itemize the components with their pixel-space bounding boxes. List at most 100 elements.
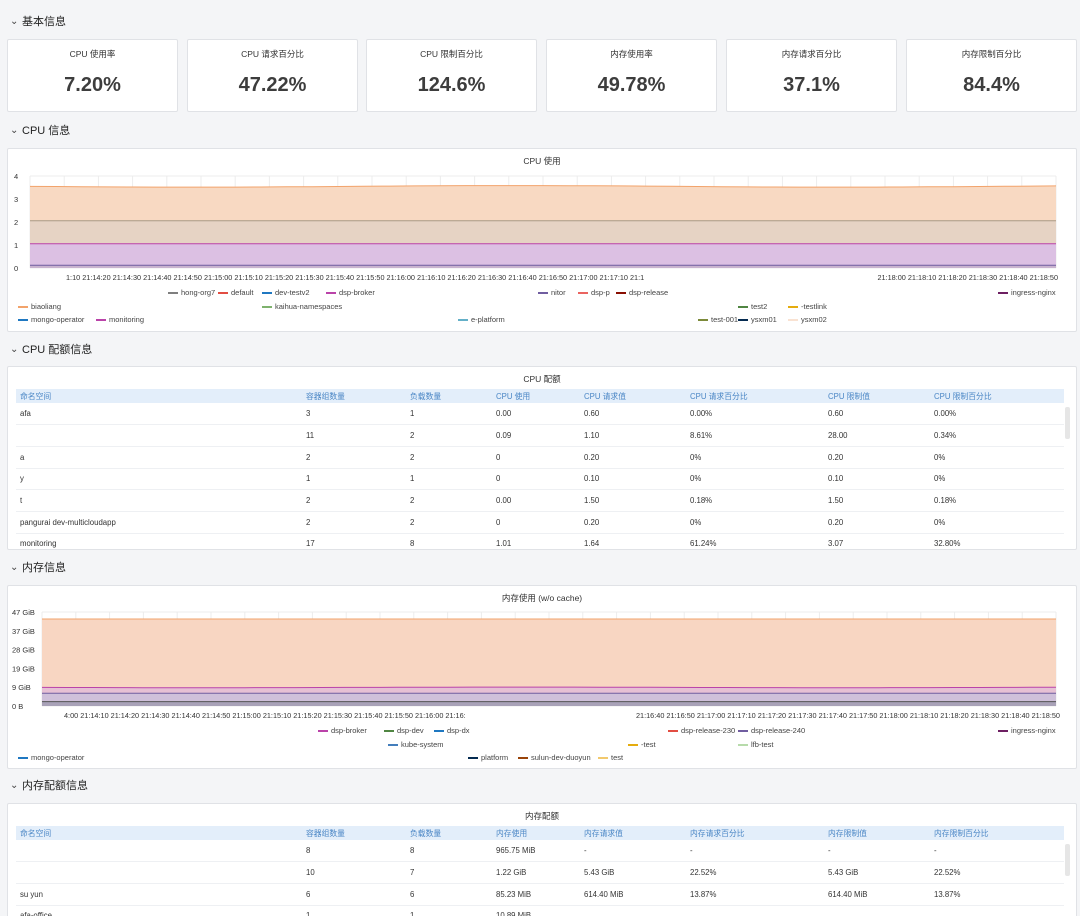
legend-item[interactable]: ingress-nginx <box>998 724 1056 738</box>
column-header[interactable]: 命名空间 <box>16 826 302 840</box>
legend-item[interactable]: sulun-dev-duoyun <box>518 751 591 765</box>
legend-item[interactable]: dsp-release <box>616 286 668 300</box>
legend-item[interactable]: kube-system <box>388 738 444 752</box>
column-header[interactable]: CPU 请求值 <box>580 389 686 403</box>
y-tick-label: 3 <box>14 195 18 204</box>
table-row[interactable]: t 2 2 0.00 1.50 0.18% 1.50 0.18% <box>16 489 1064 512</box>
legend-swatch <box>668 729 678 732</box>
legend-item[interactable]: nitor <box>538 286 566 300</box>
column-header[interactable]: 内存使用 <box>492 826 580 840</box>
column-header[interactable]: 容器组数量 <box>302 826 406 840</box>
table-row[interactable]: pangurai dev-multicloudapp 2 2 0 0.20 0% 0.20 0… <box>16 511 1064 534</box>
row-cpu-quota-info[interactable]: CPU 配额信息 <box>10 340 92 358</box>
table-cell: 614.40 MiB <box>824 883 930 906</box>
legend-item[interactable]: dev-testv2 <box>262 286 310 300</box>
memory-request-percent-stat-panel: 内存请求百分比 37.1% <box>726 39 897 112</box>
table-cell: 5.43 GiB <box>824 861 930 884</box>
memory-limit-percent-stat-panel: 内存限制百分比 84.4% <box>906 39 1077 112</box>
legend-item[interactable]: default <box>218 286 254 300</box>
x-tick-labels: 4:00 21:14:10 21:14:20 21:14:30 21:14:40… <box>64 711 466 720</box>
row-title: 基本信息 <box>22 16 66 28</box>
row-memory-quota-info[interactable]: 内存配额信息 <box>10 776 88 794</box>
table-row[interactable]: 8 8 965.75 MiB - - - - <box>16 840 1064 863</box>
legend-swatch <box>788 318 798 321</box>
column-header[interactable]: 负载数量 <box>406 826 492 840</box>
column-header[interactable]: 内存请求值 <box>580 826 686 840</box>
legend-label: nitor <box>551 288 566 297</box>
memory-usage-panel: 内存使用 (w/o cache) 47 GiB 37 GiB 28 GiB 19 Gi… <box>7 585 1077 769</box>
stat-value: 37.1% <box>783 74 840 96</box>
x-tick-labels: 1:10 21:14:20 21:14:30 21:14:40 21:14:50… <box>66 273 644 282</box>
table-cell <box>824 905 930 916</box>
legend-item[interactable]: ysxm01 <box>738 313 777 327</box>
legend-item[interactable]: kaihua-namespaces <box>262 300 342 314</box>
legend-item[interactable]: dsp-release-230 <box>668 724 735 738</box>
column-header[interactable]: 容器组数量 <box>302 389 406 403</box>
legend-item[interactable]: test2 <box>738 300 767 314</box>
legend-item[interactable]: dsp-dx <box>434 724 470 738</box>
legend-item[interactable]: mongo-operator <box>18 751 84 765</box>
legend-item[interactable]: ysxm02 <box>788 313 827 327</box>
table-cell: 0.18% <box>686 489 824 512</box>
legend-item[interactable]: lfb-test <box>738 738 774 752</box>
column-header[interactable]: CPU 使用 <box>492 389 580 403</box>
legend-item[interactable]: dsp-dev <box>384 724 424 738</box>
table-cell: 61.24% <box>686 533 824 549</box>
legend-item[interactable]: ingress-nginx <box>998 286 1056 300</box>
table-row[interactable]: su yun 6 6 85.23 MiB 614.40 MiB 13.87% 614.40 … <box>16 883 1064 906</box>
table-scrollbar[interactable] <box>1065 844 1070 876</box>
legend-swatch <box>738 305 748 308</box>
table-row[interactable]: 10 7 1.22 GiB 5.43 GiB 22.52% 5.43 GiB 22.52% <box>16 861 1064 884</box>
y-tick-label: 4 <box>14 172 18 181</box>
row-cpu-info[interactable]: CPU 信息 <box>10 121 70 139</box>
legend-item[interactable]: dsp-broker <box>326 286 375 300</box>
legend-swatch <box>628 743 638 746</box>
cpu-usage-chart[interactable]: 4 3 2 1 0 1:10 21:14:20 21:14:30 21:14:40 21:… <box>8 149 1076 331</box>
chart-legend: dsp-broker dsp-dev dsp-dx dsp-release-230 ds… <box>18 724 1068 768</box>
table-row[interactable]: afa 3 1 0.00 0.60 0.00% 0.60 0.00% <box>16 403 1064 426</box>
column-header[interactable]: 内存请求百分比 <box>686 826 824 840</box>
legend-item[interactable]: -test <box>628 738 656 752</box>
column-header[interactable]: 内存限制百分比 <box>930 826 1064 840</box>
column-header[interactable]: 内存限制值 <box>824 826 930 840</box>
memory-usage-chart[interactable]: 47 GiB 37 GiB 28 GiB 19 GiB 9 GiB 0 B 4:00 21:… <box>8 586 1076 768</box>
legend-swatch <box>788 305 798 308</box>
table-scrollbar[interactable] <box>1065 407 1070 439</box>
legend-label: dsp-dev <box>397 726 424 735</box>
table-cell: 0.20 <box>580 511 686 534</box>
table-row[interactable]: afa-office 1 1 10.89 MiB <box>16 905 1064 916</box>
legend-item[interactable]: mongo-operator <box>18 313 84 327</box>
table-row[interactable]: y 1 1 0 0.10 0% 0.10 0% <box>16 468 1064 491</box>
legend-item[interactable]: dsp-broker <box>318 724 367 738</box>
column-header[interactable]: CPU 限制值 <box>824 389 930 403</box>
legend-item[interactable]: dsp-release-240 <box>738 724 805 738</box>
y-tick-label: 9 GiB <box>12 683 31 692</box>
table-cell: - <box>580 840 686 863</box>
table-row[interactable]: 11 2 0.09 1.10 8.61% 28.00 0.34% <box>16 424 1064 447</box>
legend-swatch <box>458 318 468 321</box>
column-header[interactable]: CPU 限制百分比 <box>930 389 1064 403</box>
legend-item[interactable]: monitoring <box>96 313 144 327</box>
legend-item[interactable]: e-platform <box>458 313 505 327</box>
legend-label: test-001 <box>711 315 739 324</box>
legend-item[interactable]: test-001 <box>698 313 738 327</box>
legend-item[interactable]: test <box>598 751 623 765</box>
legend-swatch <box>96 318 106 321</box>
legend-item[interactable]: biaoliang <box>18 300 61 314</box>
legend-label: test2 <box>751 302 768 311</box>
column-header[interactable]: CPU 请求百分比 <box>686 389 824 403</box>
row-basic-info[interactable]: 基本信息 <box>10 12 66 30</box>
column-header[interactable]: 负载数量 <box>406 389 492 403</box>
table-row[interactable]: a 2 2 0 0.20 0% 0.20 0% <box>16 446 1064 469</box>
stat-title: 内存请求百分比 <box>781 49 842 59</box>
legend-item[interactable]: platform <box>468 751 508 765</box>
table-cell: 0% <box>930 468 1064 491</box>
chevron-down-icon <box>10 344 22 355</box>
table-row[interactable]: monitoring 17 8 1.01 1.64 61.24% 3.07 32.80% <box>16 533 1064 549</box>
legend-item[interactable]: hong-org7 <box>168 286 215 300</box>
column-header[interactable]: 命名空间 <box>16 389 302 403</box>
legend-item[interactable]: -testlink <box>788 300 827 314</box>
table-cell: 3.07 <box>824 533 930 549</box>
row-memory-info[interactable]: 内存信息 <box>10 558 66 576</box>
legend-item[interactable]: dsp-p <box>578 286 610 300</box>
